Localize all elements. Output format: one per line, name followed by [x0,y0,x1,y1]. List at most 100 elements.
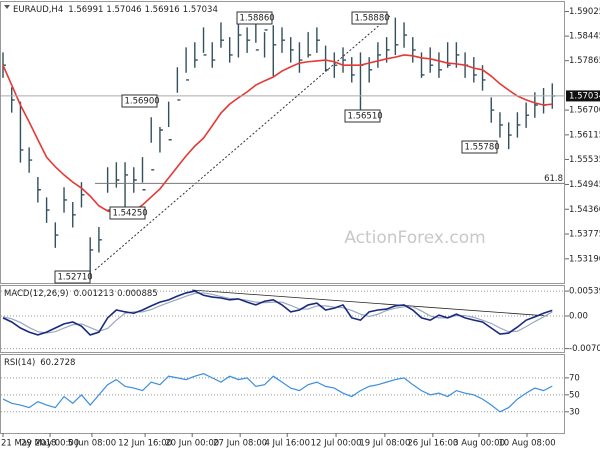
price-bar [159,127,163,153]
x-tick-label: 27 Jun 08:00 [213,439,267,449]
price-bar [342,47,347,73]
macd-trend-line [191,289,549,317]
x-tick-label: 10 Aug 08:00 [498,439,555,449]
annotation: 1.58860 [240,14,275,24]
price-bar [272,25,277,77]
price-bar [507,122,512,150]
price-bar [72,202,76,228]
price-panel [0,1,565,284]
annotation-box [351,11,388,25]
price-bar [167,101,172,141]
annotation-box [344,109,381,123]
annotation-box [54,270,91,284]
fib-label: 61.8 [544,174,563,184]
trend-line [94,15,391,271]
y-tick-label: 0.00 [569,312,588,322]
price-bar [176,67,181,101]
y-tick-label: 1.53775 [569,230,600,240]
price-bar [150,117,155,171]
annotation-box [109,206,146,220]
y-tick-label: 70 [569,373,580,383]
header-value: 1.56916 [145,5,180,15]
price-bar [394,17,399,55]
header-value: 60.2728 [40,358,75,368]
price-bar [377,42,381,68]
annotation: 1.52710 [58,273,93,283]
x-tick-label: 3 Aug 00:00 [453,439,505,449]
watermark: ActionForex.com [344,228,485,248]
panel-title: MACD(12,26,9) [4,289,69,299]
price-bar [281,27,285,53]
price-bar [11,87,15,113]
indicator-line [2,290,553,336]
price-bar [37,177,41,203]
x-tick-label: 21 May 2018 [1,439,56,449]
panel-title: RSI(14) [4,358,35,368]
y-tick-label: -0.007064 [569,344,600,354]
y-tick-label: 1.56115 [569,130,600,140]
x-tick-label: 4 Jul 16:00 [264,439,310,449]
header-value: 1.56991 [68,5,103,15]
x-tick-label: 26 Jul 16:00 [407,439,458,449]
header-value: 0.001213 [74,289,115,299]
annotation: 1.56900 [125,97,160,107]
price-bar [368,57,373,83]
y-tick-label: 1.54945 [569,180,600,190]
price-bar [194,42,198,68]
price-bar [237,18,242,58]
y-tick-label: 30 [569,407,580,417]
x-tick-label: 12 Jun 16:00 [118,439,172,449]
annotation: 1.55780 [465,143,500,153]
price-bar [185,47,190,81]
last-price-label: 1.57034 [569,91,600,101]
price-bar [429,47,434,73]
price-bar [133,167,137,193]
annotation: 1.56510 [348,112,383,122]
price-bar [490,97,495,123]
header-value: 0.000885 [117,289,158,299]
price-bar [211,42,216,68]
price-bar [525,102,530,128]
price-bar [54,222,59,248]
price-bar [516,112,521,138]
price-bar [333,52,338,78]
price-bar [45,197,50,223]
price-bar [141,157,146,191]
price-bar [499,112,503,138]
price-bar [124,162,129,214]
price-bar [290,37,294,63]
price-bar [412,37,416,63]
price-bar [246,27,251,53]
price-bar [351,57,355,83]
rsi-panel [0,354,565,434]
price-bar [473,57,477,83]
x-tick-label: 20 Jun 00:00 [165,439,219,449]
y-tick-label: 1.54360 [569,205,600,215]
price-bar [228,37,233,63]
price-bar [298,42,303,73]
price-bar [438,52,442,78]
price-bar [324,45,329,72]
x-tick-label: 29 May 00:00 [21,439,79,449]
indicator-line [2,373,553,413]
price-bar [19,101,24,163]
panel-title: EURAUD,H4 [13,5,63,15]
y-tick-label: 1.59025 [569,7,600,17]
price-bar [420,52,425,78]
y-tick-label: 1.56700 [569,106,600,116]
x-tick-label: 12 Jul 00:00 [311,439,362,449]
y-tick-label: 1.57865 [569,56,600,66]
symbol-icon [4,5,10,9]
price-bar [403,22,408,48]
last-price-box [566,90,600,102]
price-bar [28,147,33,173]
x-tick-label: 5 Jun 08:00 [68,439,117,449]
price-bar [80,182,85,208]
y-tick-label: 1.58445 [569,32,600,42]
price-bar [316,27,320,53]
y-tick-label: 50 [569,390,580,400]
price-bar [220,22,224,48]
indicator-line [2,54,553,216]
annotation-box [121,94,158,108]
